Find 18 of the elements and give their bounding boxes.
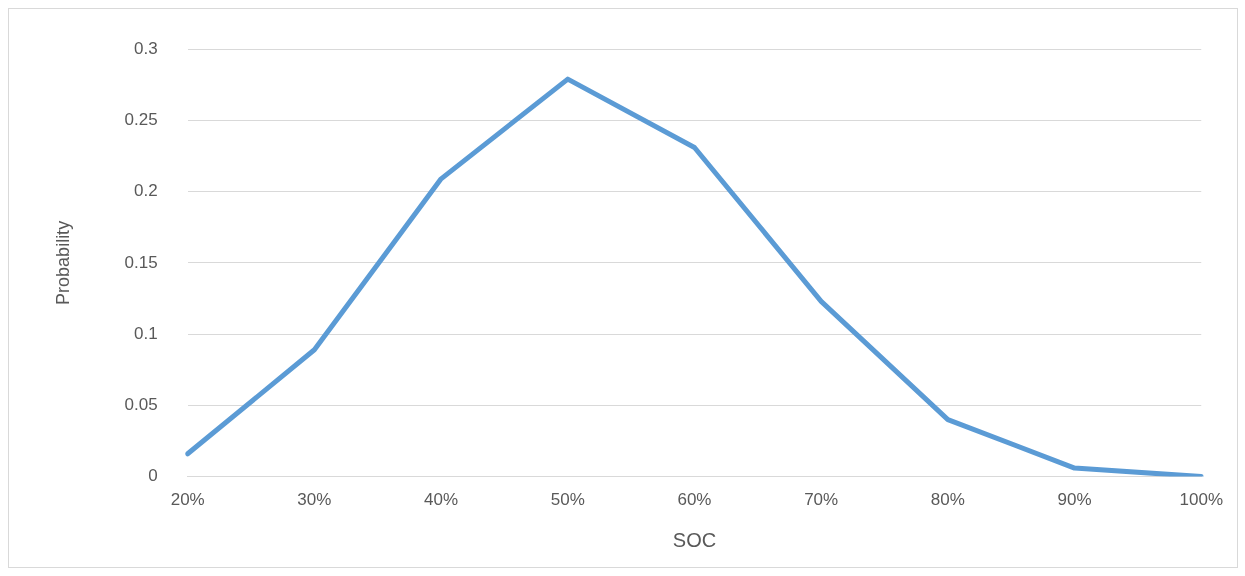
x-tick-label: 70% bbox=[804, 490, 839, 510]
y-axis-title: Probability bbox=[52, 220, 73, 305]
y-tick-label: 0.05 bbox=[124, 395, 158, 415]
y-tick-label: 0.1 bbox=[134, 323, 158, 343]
y-tick-label: 0 bbox=[148, 466, 158, 486]
x-tick-label: 40% bbox=[424, 490, 459, 510]
x-tick-label: 100% bbox=[1179, 490, 1223, 510]
x-tick-label: 60% bbox=[677, 490, 712, 510]
x-tick-label: 50% bbox=[550, 490, 585, 510]
x-tick-label: 30% bbox=[297, 490, 332, 510]
x-axis-title: SOC bbox=[672, 528, 717, 551]
y-tick-label: 0.3 bbox=[134, 38, 158, 58]
y-tick-label: 0.2 bbox=[134, 181, 158, 201]
x-tick-label: 90% bbox=[1057, 490, 1092, 510]
x-tick-label: 20% bbox=[170, 490, 205, 510]
y-tick-label: 0.25 bbox=[124, 110, 158, 130]
y-tick-label: 0.15 bbox=[124, 252, 158, 272]
x-tick-label: 80% bbox=[930, 490, 965, 510]
